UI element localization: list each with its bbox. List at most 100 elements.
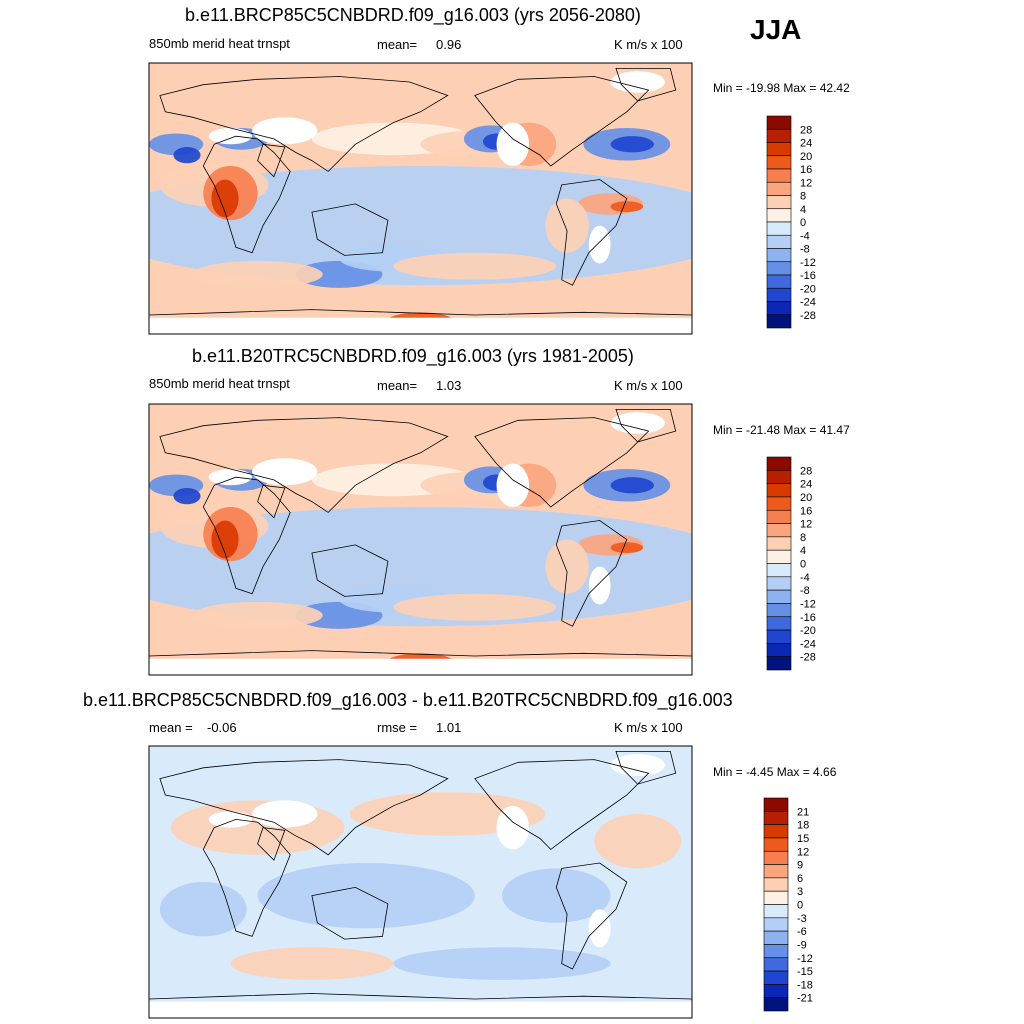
map-frame — [148, 745, 693, 1019]
anomaly-region — [610, 542, 644, 554]
coastline — [555, 520, 628, 627]
panel1-mean-value: 0.96 — [436, 37, 462, 52]
panel2-field: 850mb merid heat trnspt — [149, 376, 290, 391]
colorbar-swatch — [766, 195, 792, 210]
colorbar-swatch — [766, 208, 792, 223]
season-label: JJA — [750, 14, 802, 45]
coastline — [615, 409, 677, 443]
colorbar-tick-label: 28 — [800, 124, 812, 136]
map-field-3 — [149, 746, 692, 1018]
colorbar-tick-label: 4 — [800, 545, 806, 557]
colorbar-tick-label: -21 — [797, 993, 813, 1005]
panel3-rmse-value: 1.01 — [436, 720, 462, 735]
panel3-mean-value: -0.06 — [207, 720, 237, 735]
colorbar-tick-label: 6 — [797, 873, 803, 885]
colorbar-tick-label: 12 — [800, 177, 812, 189]
panel1-mean-label: mean= — [377, 37, 418, 52]
anomaly-region — [610, 477, 654, 494]
anomaly-region — [149, 165, 692, 286]
coastline — [474, 759, 650, 850]
colorbar-tick-label: -8 — [800, 244, 810, 256]
colorbar-swatch — [763, 864, 789, 879]
masked-region — [610, 754, 665, 776]
coastline — [149, 993, 692, 1000]
colorbar-tick-label: -6 — [797, 926, 807, 938]
colorbar-swatch — [766, 181, 792, 196]
colorbar-swatch — [766, 643, 792, 657]
colorbar-tick-label: 0 — [800, 217, 806, 229]
colorbar-swatch — [766, 168, 792, 183]
anomaly-region — [192, 601, 323, 629]
colorbar-swatch — [763, 944, 789, 959]
panel2-minmax: Min = -21.48 Max = 41.47 — [713, 423, 850, 437]
colorbar-tick-label: -12 — [800, 598, 816, 610]
coastline — [202, 818, 291, 937]
panel1-title: b.e11.BRCP85C5CNBDRD.f09_g16.003 (yrs 20… — [185, 5, 641, 25]
coastline — [202, 135, 291, 254]
panel1-minmax: Min = -19.98 Max = 42.42 — [713, 81, 850, 95]
colorbar-tick-label: 0 — [800, 559, 806, 571]
anomaly-region — [173, 488, 201, 505]
colorbar-tick-label: 12 — [797, 846, 809, 858]
panel3-rmse-label: rmse = — [377, 720, 418, 735]
colorbar-swatch — [766, 629, 792, 644]
colorbar-swatch — [763, 997, 789, 1012]
colorbar-tick-label: -24 — [800, 638, 816, 650]
colorbar-swatch — [766, 603, 792, 618]
antarctica-mask — [149, 1001, 692, 1018]
colorbar-tick-label: -15 — [797, 966, 813, 978]
coastline — [311, 544, 389, 597]
colorbar-swatch — [763, 970, 789, 985]
anomaly-region — [393, 593, 557, 621]
coastline — [149, 650, 692, 657]
masked-region — [208, 128, 253, 145]
panel3-mean-label: mean = — [149, 720, 193, 735]
colorbar-tick-label: -16 — [800, 270, 816, 282]
colorbar-swatch — [766, 261, 792, 276]
anomaly-region — [610, 201, 644, 213]
colorbar-tick-label: -4 — [800, 230, 810, 242]
colorbar-swatch — [766, 248, 792, 263]
panel3-minmax: Min = -4.45 Max = 4.66 — [713, 765, 837, 779]
colorbar-tick-label: 9 — [797, 860, 803, 872]
colorbar-tick-label: -3 — [797, 913, 807, 925]
masked-region — [496, 463, 530, 507]
colorbar-tick-label: -16 — [800, 612, 816, 624]
coastline — [311, 886, 389, 940]
colorbar-tick-label: -24 — [800, 297, 816, 309]
colorbar-swatch — [766, 314, 792, 329]
anomaly-region — [393, 947, 611, 980]
colorbar-tick-label: 20 — [800, 151, 812, 163]
masked-region — [496, 805, 530, 850]
colorbar-tick-label: -28 — [800, 652, 816, 664]
colorbar-tick-label: 20 — [800, 492, 812, 504]
anomaly-region — [393, 252, 557, 280]
coastline — [615, 68, 677, 102]
map-panel-2 — [148, 403, 693, 676]
masked-region — [610, 412, 665, 434]
coastline — [159, 76, 449, 172]
colorbar-tick-label: -8 — [800, 585, 810, 597]
map-panel-1 — [148, 62, 693, 335]
antarctica-mask — [149, 317, 692, 334]
masked-region — [588, 225, 611, 264]
panel3-units: K m/s x 100 — [614, 720, 683, 735]
coastline — [257, 143, 286, 178]
colorbar-tick-label: -9 — [797, 939, 807, 951]
coastline — [257, 827, 286, 861]
panel2-mean-label: mean= — [377, 378, 418, 393]
colorbar-swatch — [766, 115, 792, 130]
colorbar-tick-label: 15 — [797, 833, 809, 845]
anomaly-region — [149, 506, 692, 627]
colorbar-tick-label: 28 — [800, 465, 812, 477]
colorbar-swatch — [766, 563, 792, 578]
anomaly-region — [610, 136, 654, 153]
colorbar-swatch — [766, 576, 792, 591]
colorbar-swatch — [763, 850, 789, 865]
colorbar-swatch — [766, 549, 792, 564]
colorbar-tick-label: 4 — [800, 204, 806, 216]
colorbar-swatch — [766, 221, 792, 236]
colorbar-swatch — [766, 287, 792, 302]
